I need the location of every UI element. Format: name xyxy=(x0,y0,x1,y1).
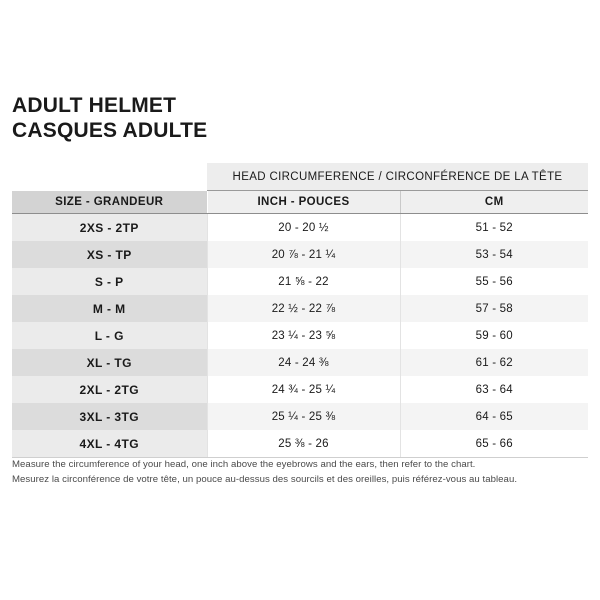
cell-inch: 20 - 20 ½ xyxy=(206,213,400,241)
cell-inch: 25 ⅜ - 26 xyxy=(206,430,400,458)
cell-inch: 21 ⅝ - 22 xyxy=(206,268,400,295)
table-row: 3XL - 3TG 25 ¼ - 25 ⅜ 64 - 65 xyxy=(12,403,589,430)
cell-inch: 24 ¾ - 25 ¼ xyxy=(206,376,400,403)
instruction-line-english: Measure the circumference of your head, … xyxy=(12,459,476,470)
cell-size: XL - TG xyxy=(12,349,207,376)
head-circumference-band-label: HEAD CIRCUMFERENCE / CIRCONFÉRENCE DE LA… xyxy=(207,163,589,191)
table-row: 4XL - 4TG 25 ⅜ - 26 65 - 66 xyxy=(12,430,589,458)
cell-cm: 55 - 56 xyxy=(399,268,589,295)
cell-size: S - P xyxy=(12,268,207,295)
table-band-row: HEAD CIRCUMFERENCE / CIRCONFÉRENCE DE LA… xyxy=(12,163,589,191)
table-row: XS - TP 20 ⅞ - 21 ¼ 53 - 54 xyxy=(12,241,589,268)
cell-cm: 63 - 64 xyxy=(399,376,589,403)
cell-cm: 61 - 62 xyxy=(399,349,589,376)
table-row: L - G 23 ¼ - 23 ⅝ 59 - 60 xyxy=(12,322,589,349)
cell-size: 2XL - 2TG xyxy=(12,376,207,403)
size-chart-table: HEAD CIRCUMFERENCE / CIRCONFÉRENCE DE LA… xyxy=(12,163,589,458)
table-body: 2XS - 2TP 20 - 20 ½ 51 - 52 XS - TP 20 ⅞… xyxy=(12,213,589,458)
table-row: XL - TG 24 - 24 ⅜ 61 - 62 xyxy=(12,349,589,376)
instruction-line-french: Mesurez la circonférence de votre tête, … xyxy=(12,474,518,485)
table-header-row: SIZE - GRANDEUR INCH - POUCES CM xyxy=(12,190,589,214)
cell-cm: 59 - 60 xyxy=(399,322,589,349)
cell-size: 2XS - 2TP xyxy=(12,213,207,241)
size-chart-table-wrapper: HEAD CIRCUMFERENCE / CIRCONFÉRENCE DE LA… xyxy=(12,163,589,458)
page-title: ADULT HELMET CASQUES ADULTE xyxy=(12,93,572,143)
title-line-english: ADULT HELMET xyxy=(12,94,177,117)
band-spacer xyxy=(12,163,207,191)
cell-cm: 65 - 66 xyxy=(399,430,589,458)
cell-cm: 53 - 54 xyxy=(399,241,589,268)
cell-cm: 57 - 58 xyxy=(399,295,589,322)
column-header-cm: CM xyxy=(399,190,589,214)
column-header-size: SIZE - GRANDEUR xyxy=(12,190,207,214)
cell-inch: 22 ½ - 22 ⅞ xyxy=(206,295,400,322)
cell-cm: 64 - 65 xyxy=(399,403,589,430)
title-line-french: CASQUES ADULTE xyxy=(12,119,208,142)
cell-size: 4XL - 4TG xyxy=(12,430,207,458)
cell-inch: 20 ⅞ - 21 ¼ xyxy=(206,241,400,268)
cell-inch: 25 ¼ - 25 ⅜ xyxy=(206,403,400,430)
measurement-instructions: Measure the circumference of your head, … xyxy=(12,457,590,487)
table-row: S - P 21 ⅝ - 22 55 - 56 xyxy=(12,268,589,295)
cell-size: L - G xyxy=(12,322,207,349)
table-row: 2XL - 2TG 24 ¾ - 25 ¼ 63 - 64 xyxy=(12,376,589,403)
table-row: 2XS - 2TP 20 - 20 ½ 51 - 52 xyxy=(12,213,589,241)
cell-inch: 24 - 24 ⅜ xyxy=(206,349,400,376)
cell-size: M - M xyxy=(12,295,207,322)
cell-inch: 23 ¼ - 23 ⅝ xyxy=(206,322,400,349)
cell-size: 3XL - 3TG xyxy=(12,403,207,430)
cell-cm: 51 - 52 xyxy=(399,213,589,241)
cell-size: XS - TP xyxy=(12,241,207,268)
table-row: M - M 22 ½ - 22 ⅞ 57 - 58 xyxy=(12,295,589,322)
column-header-inch: INCH - POUCES xyxy=(206,190,400,214)
